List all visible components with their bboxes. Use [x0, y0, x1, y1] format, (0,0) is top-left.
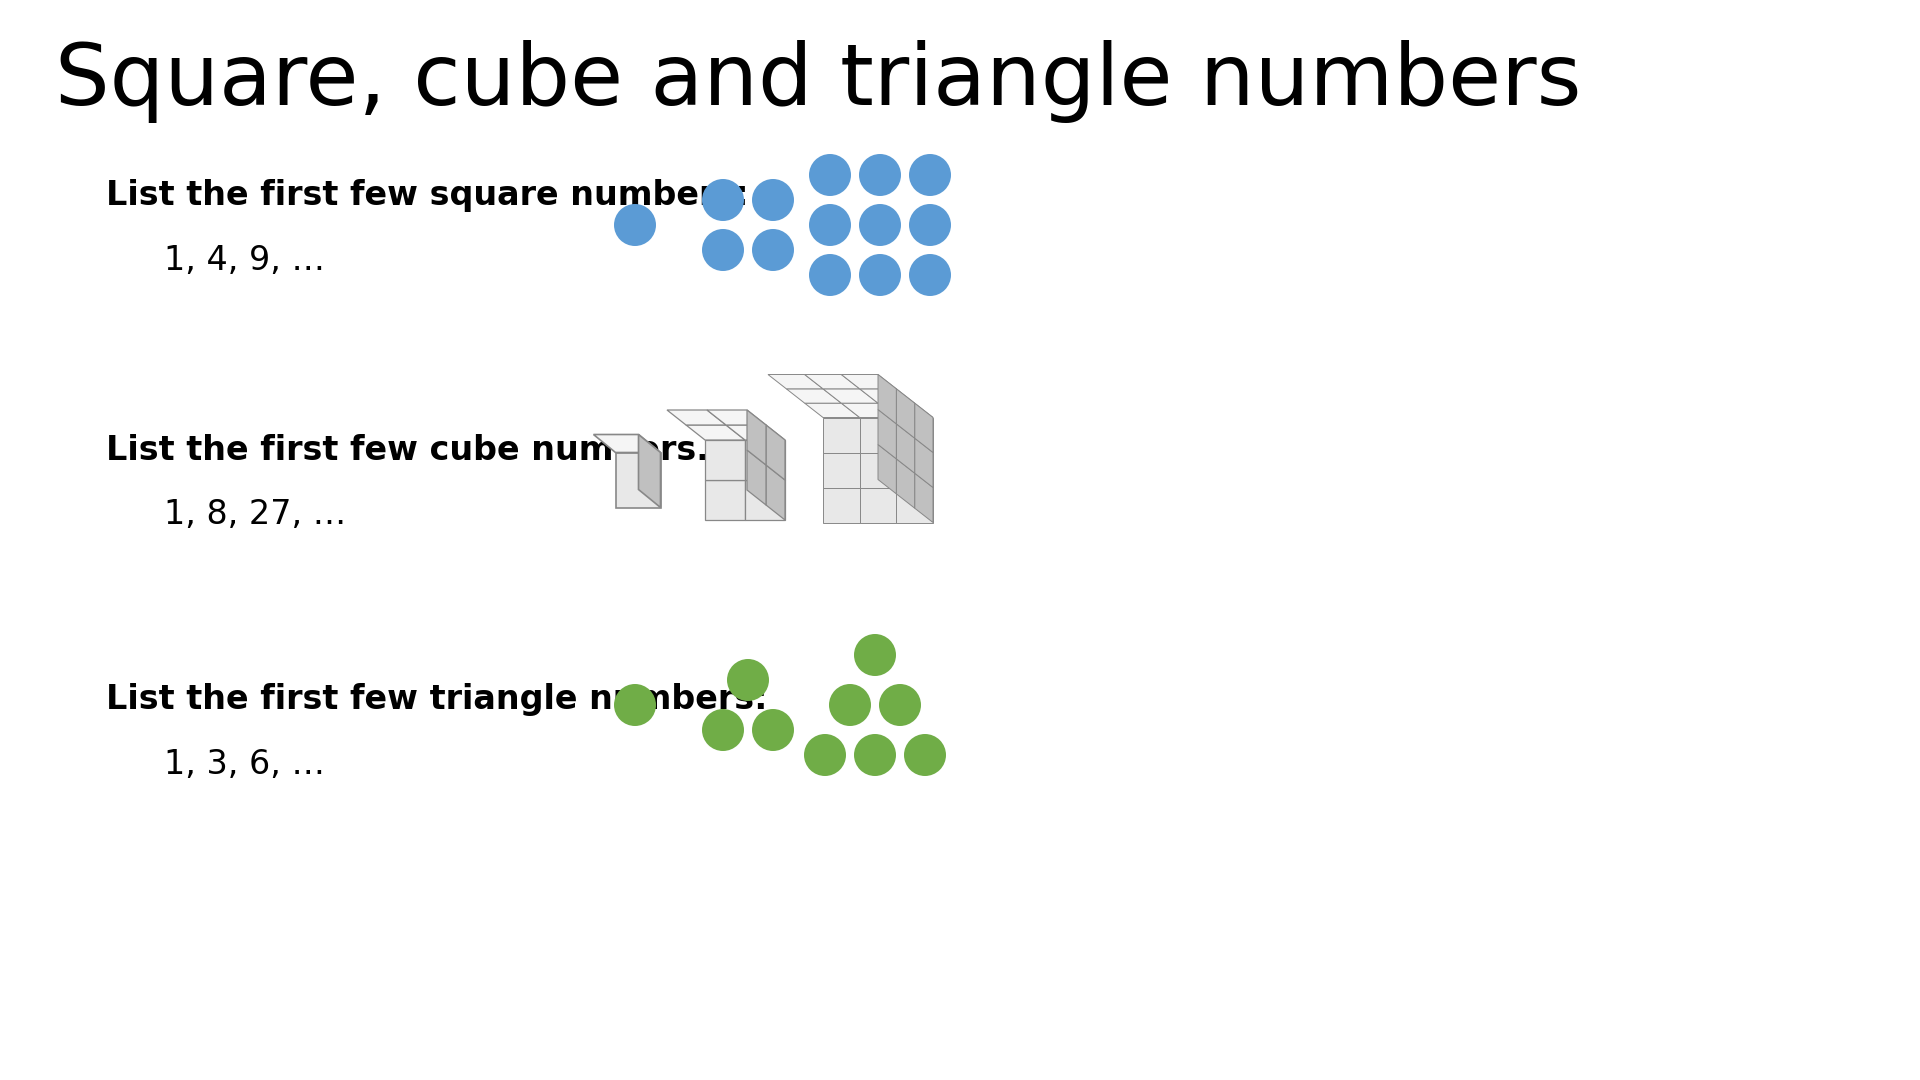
Polygon shape: [824, 487, 860, 523]
Circle shape: [808, 254, 851, 296]
Polygon shape: [914, 403, 933, 453]
Circle shape: [858, 204, 900, 246]
Polygon shape: [860, 487, 897, 523]
Polygon shape: [766, 465, 785, 519]
Polygon shape: [897, 389, 914, 438]
Circle shape: [808, 154, 851, 195]
Circle shape: [904, 734, 947, 777]
Polygon shape: [745, 480, 785, 519]
Polygon shape: [841, 403, 897, 418]
Polygon shape: [705, 480, 745, 519]
Circle shape: [753, 229, 795, 271]
Polygon shape: [766, 426, 785, 480]
Polygon shape: [616, 453, 660, 508]
Polygon shape: [877, 445, 897, 494]
Text: 1, 8, 27, …: 1, 8, 27, …: [163, 499, 346, 531]
Text: 1, 4, 9, …: 1, 4, 9, …: [163, 243, 324, 276]
Text: List the first few cube numbers.: List the first few cube numbers.: [106, 433, 708, 467]
Circle shape: [703, 229, 745, 271]
Polygon shape: [860, 389, 914, 403]
Polygon shape: [914, 473, 933, 523]
Polygon shape: [897, 453, 933, 487]
Polygon shape: [897, 418, 933, 453]
Circle shape: [858, 154, 900, 195]
Polygon shape: [914, 438, 933, 487]
Circle shape: [703, 179, 745, 221]
Circle shape: [908, 204, 950, 246]
Circle shape: [854, 634, 897, 676]
Polygon shape: [897, 423, 914, 473]
Polygon shape: [768, 375, 824, 389]
Polygon shape: [707, 410, 766, 426]
Circle shape: [728, 659, 770, 701]
Circle shape: [703, 708, 745, 751]
Circle shape: [908, 254, 950, 296]
Circle shape: [858, 254, 900, 296]
Circle shape: [753, 708, 795, 751]
Polygon shape: [824, 418, 860, 453]
Polygon shape: [860, 453, 897, 487]
Circle shape: [614, 684, 657, 726]
Polygon shape: [897, 459, 914, 509]
Polygon shape: [745, 440, 785, 480]
Text: List the first few triangle numbers:: List the first few triangle numbers:: [106, 684, 768, 716]
Polygon shape: [804, 403, 860, 418]
Polygon shape: [877, 409, 897, 459]
Circle shape: [854, 734, 897, 777]
Polygon shape: [824, 389, 877, 403]
Polygon shape: [747, 450, 766, 505]
Circle shape: [829, 684, 872, 726]
Polygon shape: [639, 434, 660, 508]
Circle shape: [614, 204, 657, 246]
Polygon shape: [705, 440, 745, 480]
Polygon shape: [747, 410, 766, 465]
Polygon shape: [824, 453, 860, 487]
Polygon shape: [877, 403, 933, 418]
Text: List the first few square numbers:: List the first few square numbers:: [106, 178, 749, 212]
Polygon shape: [804, 375, 860, 389]
Circle shape: [879, 684, 922, 726]
Polygon shape: [593, 434, 660, 453]
Polygon shape: [685, 426, 745, 440]
Polygon shape: [860, 418, 897, 453]
Circle shape: [908, 154, 950, 195]
Circle shape: [753, 179, 795, 221]
Polygon shape: [877, 375, 897, 423]
Circle shape: [804, 734, 847, 777]
Text: 1, 3, 6, …: 1, 3, 6, …: [163, 748, 324, 782]
Polygon shape: [841, 375, 897, 389]
Polygon shape: [897, 487, 933, 523]
Text: Square, cube and triangle numbers: Square, cube and triangle numbers: [56, 40, 1582, 123]
Polygon shape: [726, 426, 785, 440]
Polygon shape: [666, 410, 726, 426]
Polygon shape: [787, 389, 841, 403]
Circle shape: [808, 204, 851, 246]
